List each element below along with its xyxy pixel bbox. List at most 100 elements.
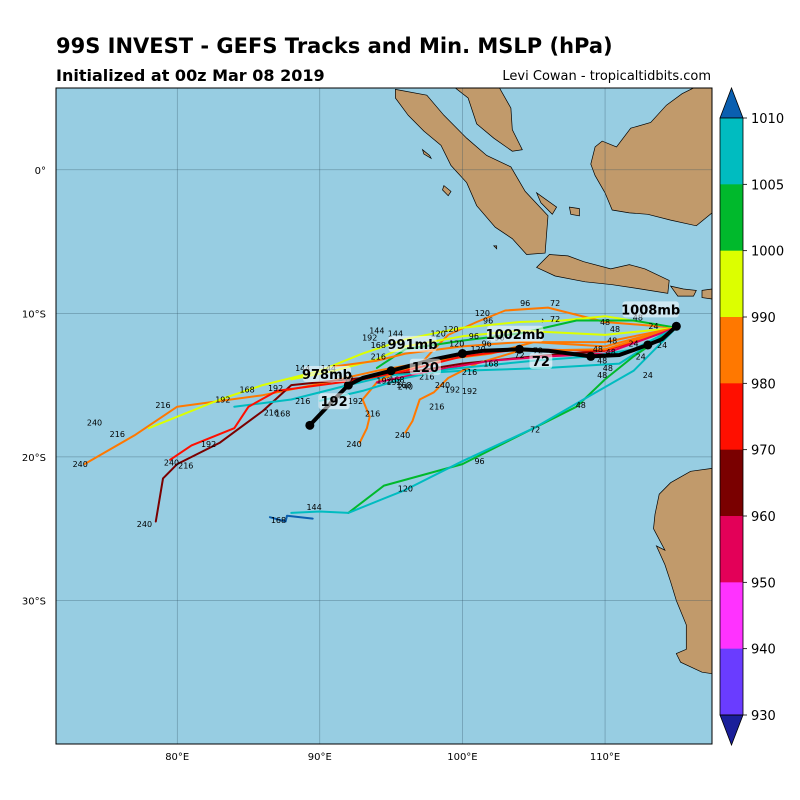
colorbar-extend-top <box>719 86 744 119</box>
hour-label: 24 <box>628 339 638 348</box>
hour-label: 240 <box>435 381 450 390</box>
hour-label: 48 <box>610 325 620 334</box>
hour-label: 72 <box>530 426 540 435</box>
member-track <box>333 326 678 368</box>
colorbar-tick-label: 980 <box>751 377 776 392</box>
hour-label: 192 <box>462 387 477 396</box>
hour-label: 216 <box>462 368 477 377</box>
hour-label: 96 <box>520 299 530 308</box>
mean-label: 120 <box>412 361 439 376</box>
hour-label: 96 <box>482 339 492 348</box>
mean-label-bg <box>318 393 350 410</box>
mean-track-point <box>343 380 353 390</box>
hour-label: 168 <box>389 375 404 384</box>
lon-tick-label: 110°E <box>590 752 620 763</box>
hour-label: 216 <box>371 352 386 361</box>
hour-label: 216 <box>155 401 170 410</box>
hour-label: 48 <box>597 357 607 366</box>
australia-land <box>653 468 712 675</box>
hour-label: 72 <box>550 315 560 324</box>
member-track <box>147 315 678 430</box>
mean-label-bg <box>529 353 553 370</box>
colorbar-segment <box>720 582 743 650</box>
forecast-hour-labels: 1681922162162401922162402161684896120721… <box>73 299 668 529</box>
mean-label: 72 <box>532 355 550 370</box>
hour-label: 216 <box>429 403 444 412</box>
colorbar-segment <box>720 250 743 318</box>
colorbar-tick-label: 1005 <box>751 178 784 193</box>
colorbar-segment <box>720 449 743 517</box>
member-track <box>290 326 678 514</box>
mean-track-point <box>457 349 467 359</box>
member-track <box>358 306 678 444</box>
member-track <box>404 326 678 434</box>
lat-tick-label: 30°S <box>22 596 46 607</box>
pressure-colorbar: 1010 1005 1000 990 980 970 960 950 940 930 <box>719 86 784 747</box>
mean-label: 978mb <box>302 368 352 383</box>
hour-label: 96 <box>483 316 493 325</box>
hour-label: 144 <box>295 364 310 373</box>
mean-track-point <box>671 321 681 331</box>
colorbar-segment <box>720 516 743 583</box>
mean-track-point <box>386 366 396 376</box>
hour-label: 240 <box>87 418 102 427</box>
hour-label: 192 <box>348 397 363 406</box>
lon-tick-label: 100°E <box>447 752 477 763</box>
hour-label: 24 <box>636 352 646 361</box>
mean-label: 1008mb <box>621 303 680 318</box>
mean-label: 991mb <box>388 338 438 353</box>
colorbar-segment <box>720 648 743 716</box>
hour-label: 144 <box>388 329 403 338</box>
colorbar-segment <box>720 383 743 451</box>
mean-track-line <box>307 324 679 428</box>
member-track <box>268 514 314 523</box>
colorbar-segment <box>720 317 743 384</box>
hour-label: 24 <box>648 322 658 331</box>
ensemble-mean-track <box>305 321 681 430</box>
malay-peninsula-land <box>454 88 523 152</box>
colorbar-extend-bottom <box>719 714 744 747</box>
lon-tick-label: 90°E <box>308 752 332 763</box>
bangka-land <box>535 191 558 215</box>
hour-label: 168 <box>271 516 286 525</box>
hour-label: 192 <box>445 385 460 394</box>
colorbar-tick-label: 990 <box>751 311 776 326</box>
hour-label: 48 <box>603 364 613 373</box>
hour-label: 120 <box>431 329 446 338</box>
nias-land <box>421 148 433 160</box>
hour-label: 192 <box>201 440 216 449</box>
hour-label: 48 <box>606 348 616 357</box>
colorbar-tick-label: 950 <box>751 576 776 591</box>
mean-track-point <box>643 340 653 350</box>
hour-label: 96 <box>469 332 479 341</box>
axis-ticks: 80°E 90°E 100°E 110°E 0° 10°S 20°S 30°S <box>22 166 620 763</box>
colorbar-tick-label: 940 <box>751 643 776 658</box>
hour-label: 240 <box>137 520 152 529</box>
hour-label: 216 <box>178 461 193 470</box>
hour-label: 192 <box>268 384 283 393</box>
hour-label: 48 <box>633 314 643 323</box>
hour-label: 120 <box>470 345 485 354</box>
mean-track-point <box>305 420 315 430</box>
siberut-land <box>442 185 452 197</box>
hour-label: 168 <box>483 359 498 368</box>
hour-label: 216 <box>419 372 434 381</box>
colorbar-tick-label: 1010 <box>751 112 784 127</box>
mean-track-point <box>586 351 596 361</box>
hour-label: 144 <box>306 503 321 512</box>
mean-label-bg <box>487 325 544 342</box>
colorbar-tick-label: 1000 <box>751 245 784 260</box>
colorbar-tick-label: 930 <box>751 709 776 724</box>
credit: Levi Cowan - tropicaltidbits.com <box>502 69 711 84</box>
mean-label-bg <box>302 365 351 382</box>
map-frame <box>55 87 713 745</box>
hour-label: 216 <box>365 410 380 419</box>
mean-track-point <box>514 344 524 354</box>
sumbawa-land <box>701 288 712 300</box>
hour-label: 216 <box>264 408 279 417</box>
hour-label: 120 <box>443 325 458 334</box>
hour-label: 192 <box>215 395 230 404</box>
ocean <box>56 88 712 744</box>
graticule <box>56 88 712 744</box>
